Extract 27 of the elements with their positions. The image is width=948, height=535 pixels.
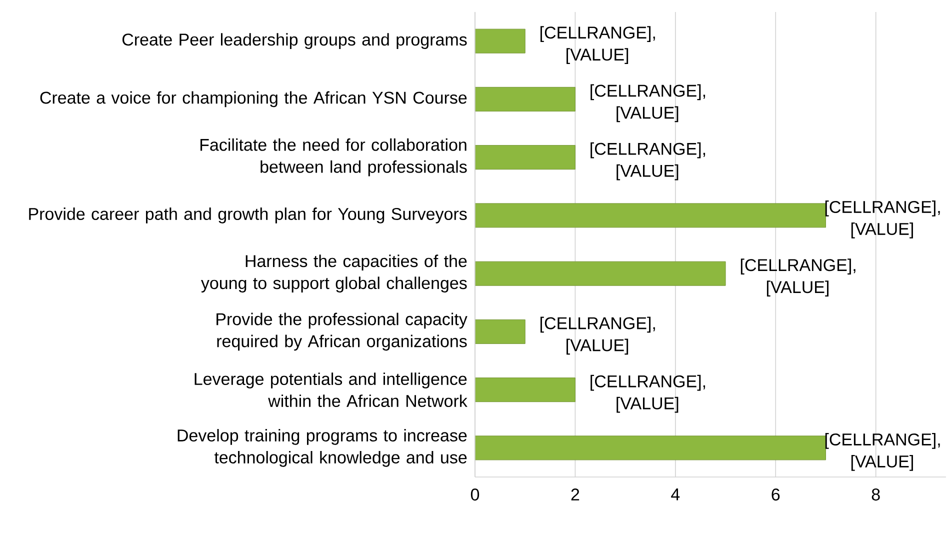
bar <box>474 203 826 228</box>
data-label: [CELLRANGE], [VALUE] <box>590 84 706 122</box>
bar <box>474 319 526 344</box>
bar <box>474 378 576 402</box>
bar <box>474 261 726 286</box>
y-tick-label: Provide career path and growth plan for Young Surveyors <box>29 208 467 224</box>
y-tick-label: Develop training programs to increase technological knowledge and use <box>178 429 467 467</box>
x-tick-label: 2 <box>571 488 580 500</box>
bar <box>474 145 576 170</box>
data-label: [CELLRANGE], [VALUE] <box>540 26 655 64</box>
y-tick-label: Leverage potentials and intelligence within the African Network <box>194 372 468 408</box>
y-tick-label: Create a voice for championing the African YSN Course <box>40 91 467 108</box>
data-label: [CELLRANGE], [VALUE] <box>740 258 856 296</box>
y-tick-label: Provide the professional capacity required by African organizations <box>216 312 468 351</box>
y-tick-label: Create Peer leadership groups and programs <box>122 33 467 49</box>
y-tick-label: Facilitate the need for collaboration between land professionals <box>200 138 467 176</box>
bar <box>474 28 526 54</box>
data-label: [CELLRANGE], [VALUE] <box>540 316 655 355</box>
data-label: [CELLRANGE], [VALUE] <box>590 374 706 413</box>
x-tick-label: 4 <box>671 488 680 500</box>
y-tick-label: Harness the capacities of the young to support global challenges <box>201 254 467 292</box>
x-tick-label: 8 <box>872 488 880 501</box>
x-tick-label: 6 <box>772 488 780 501</box>
bar <box>474 436 826 460</box>
x-tick-label: 0 <box>470 488 480 501</box>
bar <box>474 86 576 112</box>
data-label: [CELLRANGE], [VALUE] <box>590 142 706 180</box>
